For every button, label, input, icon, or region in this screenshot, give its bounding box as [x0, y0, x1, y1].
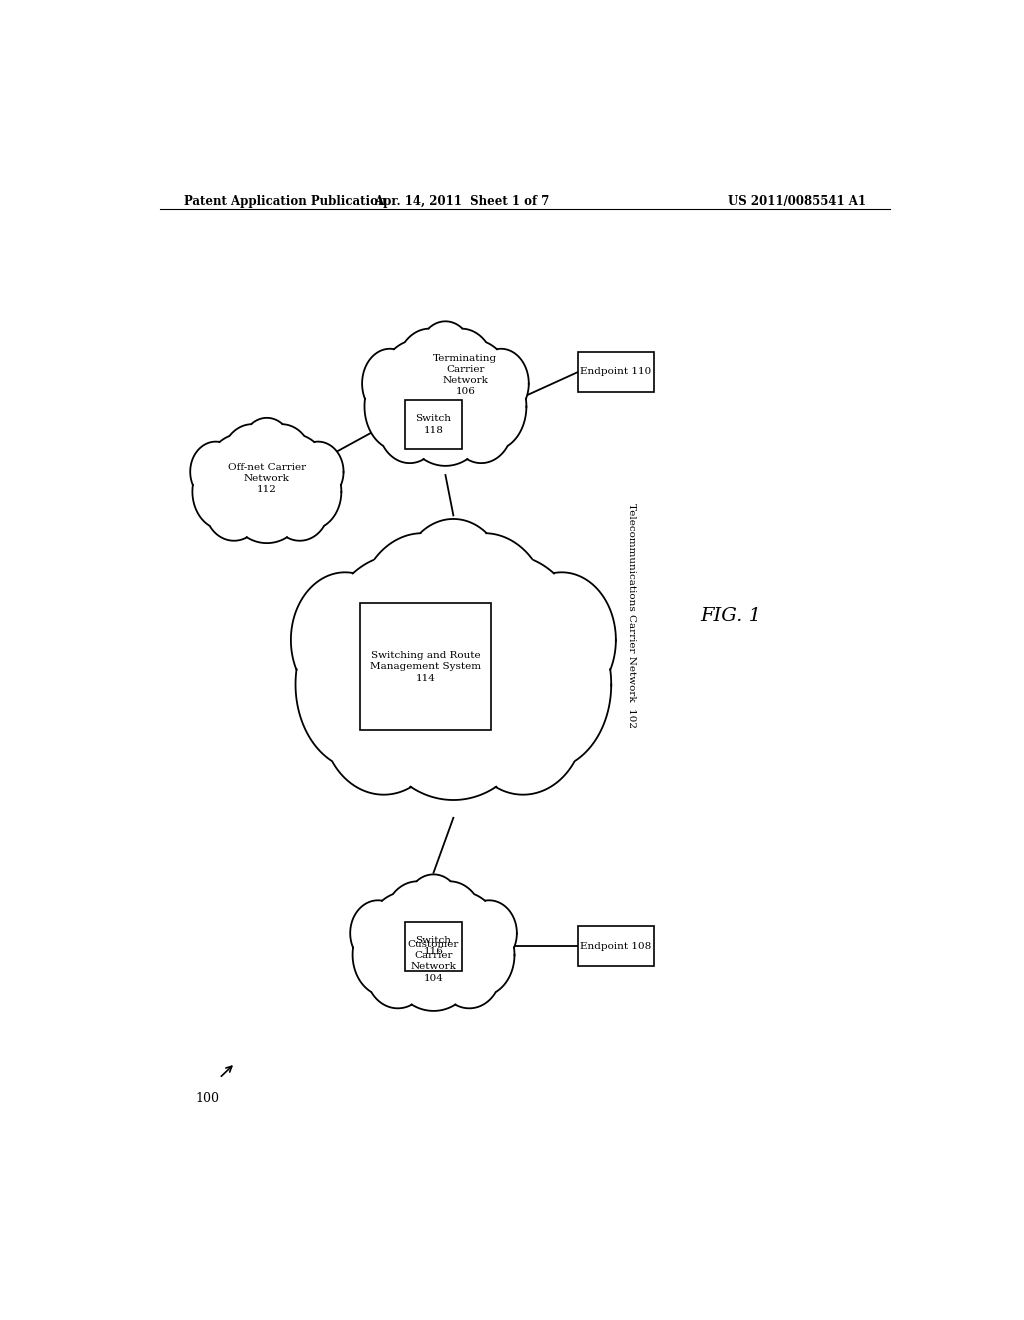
FancyBboxPatch shape: [404, 921, 462, 970]
Text: Customer
Carrier
Network
104: Customer Carrier Network 104: [408, 940, 459, 982]
Ellipse shape: [353, 543, 554, 791]
Ellipse shape: [427, 554, 588, 760]
Ellipse shape: [190, 442, 242, 502]
Text: US 2011/0085541 A1: US 2011/0085541 A1: [728, 195, 866, 209]
Ellipse shape: [384, 882, 451, 960]
Ellipse shape: [481, 599, 611, 770]
Ellipse shape: [460, 363, 526, 450]
Ellipse shape: [437, 936, 501, 1008]
Ellipse shape: [242, 418, 293, 478]
Ellipse shape: [366, 936, 430, 1008]
Ellipse shape: [382, 886, 485, 1007]
Ellipse shape: [293, 442, 343, 502]
Text: Off-net Carrier
Network
112: Off-net Carrier Network 112: [227, 463, 306, 494]
Ellipse shape: [508, 573, 615, 708]
Ellipse shape: [193, 454, 254, 529]
Ellipse shape: [418, 321, 473, 391]
Ellipse shape: [352, 913, 419, 997]
Ellipse shape: [416, 882, 482, 960]
Ellipse shape: [390, 916, 477, 1011]
Text: Apr. 14, 2011  Sheet 1 of 7: Apr. 14, 2011 Sheet 1 of 7: [374, 195, 549, 209]
Text: Patent Application Publication: Patent Application Publication: [183, 195, 386, 209]
Ellipse shape: [291, 573, 399, 708]
Ellipse shape: [251, 424, 312, 495]
Ellipse shape: [362, 348, 418, 418]
Ellipse shape: [420, 533, 549, 693]
Ellipse shape: [280, 454, 341, 529]
FancyBboxPatch shape: [404, 400, 462, 449]
Text: Switching and Route
Management System
114: Switching and Route Management System 11…: [370, 651, 481, 682]
Ellipse shape: [255, 434, 331, 525]
Ellipse shape: [377, 339, 459, 446]
Ellipse shape: [357, 533, 487, 693]
Ellipse shape: [226, 455, 307, 543]
Ellipse shape: [447, 913, 514, 997]
Ellipse shape: [432, 339, 514, 446]
Ellipse shape: [394, 333, 497, 461]
Ellipse shape: [378, 387, 441, 463]
Ellipse shape: [396, 329, 463, 411]
Ellipse shape: [406, 874, 461, 940]
Ellipse shape: [219, 428, 314, 539]
Ellipse shape: [420, 892, 503, 991]
Text: Endpoint 108: Endpoint 108: [581, 941, 651, 950]
Text: 100: 100: [196, 1092, 219, 1105]
Text: Terminating
Carrier
Network
106: Terminating Carrier Network 106: [433, 354, 498, 396]
Ellipse shape: [461, 645, 585, 795]
Text: Switch
118: Switch 118: [416, 414, 452, 434]
Text: Telecommunications Carrier Network  102: Telecommunications Carrier Network 102: [628, 503, 637, 729]
Ellipse shape: [428, 329, 495, 411]
Text: FIG. 1: FIG. 1: [700, 607, 762, 624]
Ellipse shape: [365, 363, 431, 450]
Ellipse shape: [450, 387, 513, 463]
Text: Endpoint 110: Endpoint 110: [581, 367, 651, 376]
Ellipse shape: [205, 474, 263, 541]
Ellipse shape: [461, 900, 517, 966]
Ellipse shape: [401, 366, 489, 466]
Ellipse shape: [369, 605, 539, 800]
Ellipse shape: [204, 434, 280, 525]
Ellipse shape: [399, 519, 508, 655]
FancyBboxPatch shape: [360, 603, 492, 730]
FancyBboxPatch shape: [579, 925, 653, 966]
Ellipse shape: [296, 599, 426, 770]
Ellipse shape: [221, 424, 283, 495]
Ellipse shape: [322, 645, 445, 795]
Ellipse shape: [350, 900, 406, 966]
FancyBboxPatch shape: [579, 351, 653, 392]
Text: Switch
116: Switch 116: [416, 936, 452, 956]
Ellipse shape: [270, 474, 329, 541]
Ellipse shape: [473, 348, 528, 418]
Ellipse shape: [318, 554, 479, 760]
Ellipse shape: [365, 892, 447, 991]
